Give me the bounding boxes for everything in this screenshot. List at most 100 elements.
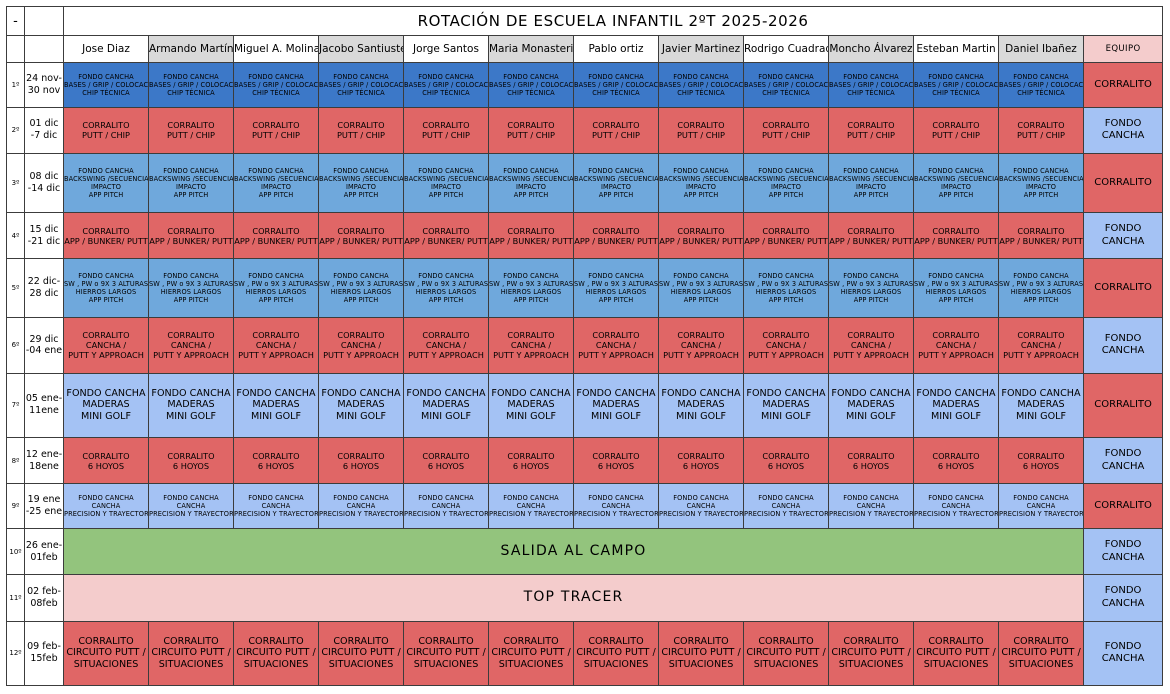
session-cell[interactable]: CORRALITO CANCHA / PUTT Y APPROACH (233, 317, 319, 374)
session-cell[interactable]: FONDO CANCHA BACKSWING /SECUENCIA IMPACTO A… (488, 153, 574, 214)
session-cell[interactable]: CORRALITO 6 HOYOS (828, 436, 914, 485)
column-header-person[interactable]: Esteban Martin (913, 35, 999, 63)
session-cell[interactable]: CORRALITO CANCHA / PUTT Y APPROACH (318, 317, 404, 374)
session-cell[interactable]: CORRALITO PUTT / CHIP (403, 106, 489, 155)
session-cell[interactable]: CORRALITO CIRCUITO PUTT / SITUACIONES (913, 620, 999, 687)
session-cell[interactable]: CORRALITO PUTT / CHIP (318, 106, 404, 155)
session-cell[interactable]: FONDO CANCHA SW , PW o 9X 3 ALTURAS HIERRO… (488, 258, 574, 319)
session-cell[interactable]: CORRALITO CIRCUITO PUTT / SITUACIONES (318, 620, 404, 687)
session-cell[interactable]: CORRALITO CANCHA / PUTT Y APPROACH (913, 317, 999, 374)
session-cell[interactable]: CORRALITO PUTT / CHIP (743, 106, 829, 155)
session-cell[interactable]: FONDO CANCHA MADERAS MINI GOLF (573, 372, 659, 438)
session-cell[interactable]: CORRALITO CIRCUITO PUTT / SITUACIONES (403, 620, 489, 687)
session-cell[interactable]: CORRALITO CANCHA / PUTT Y APPROACH (573, 317, 659, 374)
session-cell[interactable]: FONDO CANCHA BACKSWING /SECUENCIA IMPACTO A… (148, 153, 234, 214)
session-cell[interactable]: CORRALITO PUTT / CHIP (913, 106, 999, 155)
team-cell[interactable]: CORRALITO (1082, 258, 1164, 319)
session-cell[interactable]: CORRALITO 6 HOYOS (488, 436, 574, 485)
session-cell[interactable]: CORRALITO 6 HOYOS (658, 436, 744, 485)
column-header-person[interactable]: Jose Diaz (63, 35, 149, 63)
session-cell[interactable]: CORRALITO CANCHA / PUTT Y APPROACH (148, 317, 234, 374)
session-cell[interactable]: FONDO CANCHA MADERAS MINI GOLF (828, 372, 914, 438)
session-cell[interactable]: CORRALITO APP / BUNKER/ PUTT (318, 212, 404, 260)
session-cell[interactable]: CORRALITO 6 HOYOS (998, 436, 1084, 485)
session-banner-cell[interactable]: SALIDA AL CAMPO (63, 527, 1084, 576)
session-cell[interactable]: FONDO CANCHA BACKSWING /SECUENCIA IMPACTO A… (998, 153, 1084, 214)
team-cell[interactable]: FONDO CANCHA (1082, 527, 1164, 576)
session-cell[interactable]: CORRALITO PUTT / CHIP (828, 106, 914, 155)
session-cell[interactable]: FONDO CANCHA SW , PW o 9X 3 ALTURAS HIERRO… (63, 258, 149, 319)
session-cell[interactable]: CORRALITO 6 HOYOS (63, 436, 149, 485)
column-header-person[interactable]: Pablo ortiz (573, 35, 659, 63)
session-cell[interactable]: CORRALITO CANCHA / PUTT Y APPROACH (63, 317, 149, 374)
session-cell[interactable]: CORRALITO APP / BUNKER/ PUTT (488, 212, 574, 260)
session-cell[interactable]: CORRALITO APP / BUNKER/ PUTT (233, 212, 319, 260)
column-header-person[interactable]: Rodrigo Cuadrado (743, 35, 829, 63)
session-cell[interactable]: CORRALITO APP / BUNKER/ PUTT (148, 212, 234, 260)
session-cell[interactable]: FONDO CANCHA BACKSWING /SECUENCIA IMPACTO A… (828, 153, 914, 214)
session-cell[interactable]: FONDO CANCHA SW , PW o 9X 3 ALTURAS HIERRO… (148, 258, 234, 319)
session-cell[interactable]: FONDO CANCHA MADERAS MINI GOLF (318, 372, 404, 438)
column-header-person[interactable]: Jacobo Santiuste (318, 35, 404, 63)
session-cell[interactable]: CORRALITO CANCHA / PUTT Y APPROACH (488, 317, 574, 374)
session-cell[interactable]: FONDO CANCHA MADERAS MINI GOLF (233, 372, 319, 438)
team-cell[interactable]: FONDO CANCHA (1082, 212, 1164, 260)
session-cell[interactable]: CORRALITO APP / BUNKER/ PUTT (658, 212, 744, 260)
column-header-team[interactable]: EQUIPO (1082, 35, 1164, 63)
session-cell[interactable]: FONDO CANCHA SW , PW o 9X 3 ALTURAS HIERRO… (913, 258, 999, 319)
session-cell[interactable]: CORRALITO 6 HOYOS (318, 436, 404, 485)
session-cell[interactable]: CORRALITO CIRCUITO PUTT / SITUACIONES (998, 620, 1084, 687)
team-cell[interactable]: CORRALITO (1082, 483, 1164, 529)
session-cell[interactable]: FONDO CANCHA BACKSWING /SECUENCIA IMPACTO A… (658, 153, 744, 214)
session-cell[interactable]: FONDO CANCHA SW , PW o 9X 3 ALTURAS HIERRO… (403, 258, 489, 319)
session-cell[interactable]: FONDO CANCHA MADERAS MINI GOLF (743, 372, 829, 438)
session-cell[interactable]: CORRALITO CIRCUITO PUTT / SITUACIONES (233, 620, 319, 687)
session-cell[interactable]: CORRALITO CIRCUITO PUTT / SITUACIONES (743, 620, 829, 687)
session-cell[interactable]: CORRALITO APP / BUNKER/ PUTT (63, 212, 149, 260)
session-cell[interactable]: FONDO CANCHA SW , PW o 9X 3 ALTURAS HIERRO… (318, 258, 404, 319)
session-cell[interactable]: CORRALITO PUTT / CHIP (573, 106, 659, 155)
column-header-person[interactable]: Maria Monasterio (488, 35, 574, 63)
session-cell[interactable]: FONDO CANCHA SW , PW o 9X 3 ALTURAS HIERRO… (743, 258, 829, 319)
session-cell[interactable]: CORRALITO PUTT / CHIP (233, 106, 319, 155)
session-cell[interactable]: CORRALITO PUTT / CHIP (63, 106, 149, 155)
column-header-person[interactable]: Daniel Ibañez (998, 35, 1084, 63)
session-cell[interactable]: CORRALITO PUTT / CHIP (998, 106, 1084, 155)
session-cell[interactable]: FONDO CANCHA MADERAS MINI GOLF (403, 372, 489, 438)
session-cell[interactable]: FONDO CANCHA BACKSWING /SECUENCIA IMPACTO A… (913, 153, 999, 214)
team-cell[interactable]: CORRALITO (1082, 372, 1164, 438)
column-header-person[interactable]: Moncho Álvarez (828, 35, 914, 63)
session-cell[interactable]: CORRALITO APP / BUNKER/ PUTT (403, 212, 489, 260)
session-cell[interactable]: CORRALITO 6 HOYOS (573, 436, 659, 485)
session-cell[interactable]: FONDO CANCHA SW , PW o 9X 3 ALTURAS HIERRO… (658, 258, 744, 319)
column-header-person[interactable]: Armando Martín (148, 35, 234, 63)
session-cell[interactable]: FONDO CANCHA BACKSWING /SECUENCIA IMPACTO A… (743, 153, 829, 214)
session-cell[interactable]: FONDO CANCHA SW , PW o 9X 3 ALTURAS HIERRO… (998, 258, 1084, 319)
session-cell[interactable]: CORRALITO PUTT / CHIP (148, 106, 234, 155)
session-cell[interactable]: FONDO CANCHA SW , PW o 9X 3 ALTURAS HIERRO… (828, 258, 914, 319)
session-cell[interactable]: FONDO CANCHA BACKSWING /SECUENCIA IMPACTO A… (63, 153, 149, 214)
session-cell[interactable]: CORRALITO 6 HOYOS (233, 436, 319, 485)
column-header-person[interactable]: Jorge Santos (403, 35, 489, 63)
session-cell[interactable]: CORRALITO CIRCUITO PUTT / SITUACIONES (63, 620, 149, 687)
session-cell[interactable]: FONDO CANCHA BACKSWING /SECUENCIA IMPACTO A… (573, 153, 659, 214)
